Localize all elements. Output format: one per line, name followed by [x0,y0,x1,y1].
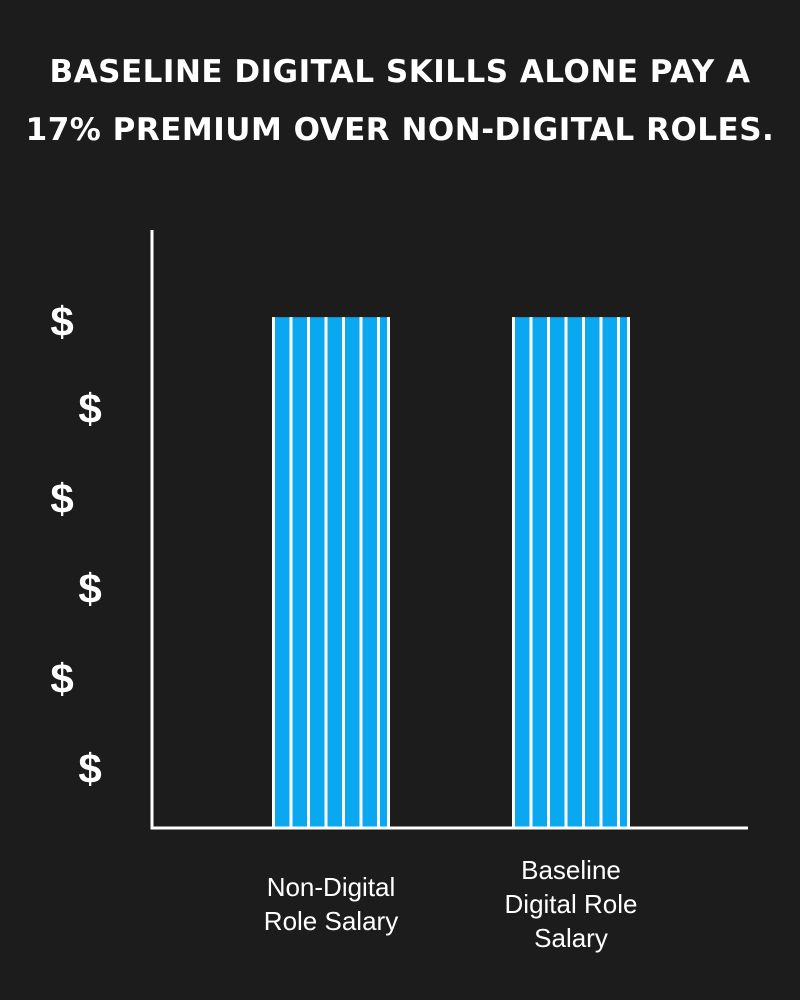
x-tick-label-line: Role Salary [263,906,399,936]
x-tick-label: Baseline Digital Role Salary [461,853,681,955]
y-axis-tick-labels: $$$$$$ [50,298,101,792]
bars [272,317,630,828]
x-tick-label-line: Salary [534,923,608,953]
x-tick-label: Non-Digital Role Salary [221,870,441,938]
y-tick-label: $ [78,745,101,792]
y-tick-label: $ [50,655,73,702]
x-tick-label-line: Digital Role [504,889,638,919]
bar-1 [272,317,390,828]
y-tick-label: $ [78,385,101,432]
bar-2 [512,317,630,828]
x-tick-label-line: Baseline [521,855,621,885]
x-tick-label-line: Non-Digital [266,872,396,902]
y-tick-label: $ [78,565,101,612]
y-tick-label: $ [50,298,73,345]
chart-title-line-1: BASELINE DIGITAL SKILLS ALONE PAY A [49,54,751,90]
chart-title-line-2: 17% PREMIUM OVER NON-DIGITAL ROLES. [25,112,775,148]
y-tick-label: $ [50,475,73,522]
